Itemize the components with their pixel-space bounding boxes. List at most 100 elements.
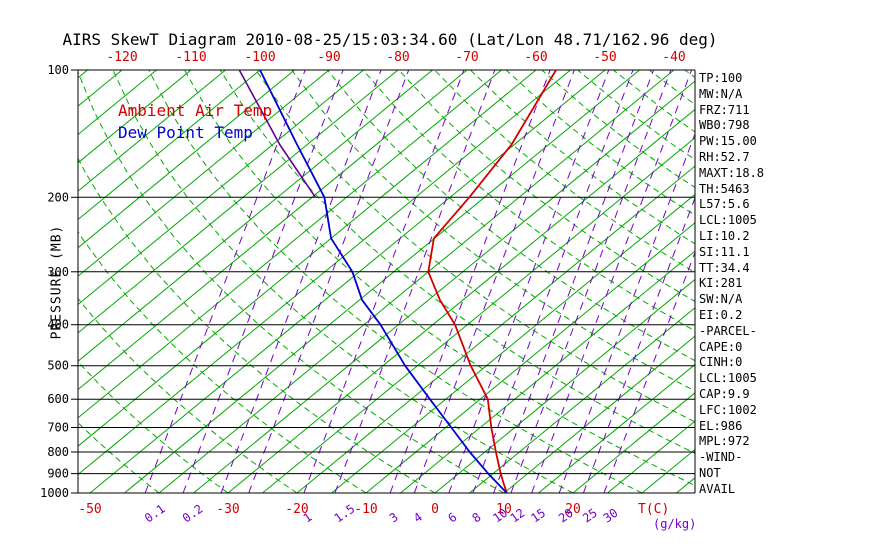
isotherm-line (78, 70, 330, 277)
mixing-ratio-line (389, 70, 551, 493)
mixing-ratio-line (413, 70, 575, 493)
isotherm-line (89, 70, 606, 493)
mixing-ratio-label: 4 (411, 510, 425, 526)
dewpoint-curve (259, 70, 508, 493)
pressure-tick-label: 200 (47, 190, 69, 204)
mixing-ratio-line (493, 70, 655, 493)
top-temp-label: -60 (524, 50, 547, 65)
dry-adiabat-line (434, 70, 695, 274)
pressure-tick-label: 900 (47, 467, 69, 481)
isotherm-line (78, 70, 88, 79)
mixing-ratio-label: 12 (508, 506, 528, 526)
mixing-ratio-line (558, 132, 695, 493)
stat-line: FRZ:711 (699, 102, 750, 117)
mixing-ratio-line (303, 70, 465, 493)
dry-adiabat-line (470, 70, 695, 245)
isotherm-line (78, 70, 295, 249)
mixing-ratio-label: 0.2 (180, 502, 206, 526)
mixing-ratio-unit-label: (g/kg) (653, 517, 696, 531)
isotherm-line (78, 70, 468, 391)
top-temp-label: -70 (455, 50, 478, 65)
stat-line: L57:5.6 (699, 197, 750, 212)
stat-line: TH:5463 (699, 181, 750, 196)
pressure-tick-label: 700 (47, 421, 69, 435)
isotherm-line (158, 70, 675, 493)
pressure-tick-label: 300 (47, 265, 69, 279)
stat-line: SI:11.1 (699, 244, 750, 259)
isotherm-line (124, 70, 640, 493)
sounding-curves (238, 70, 557, 493)
stat-line: CAP:9.9 (699, 386, 750, 401)
bottom-temp-label: 20 (565, 502, 581, 517)
chart-title: AIRS SkewT Diagram 2010-08-25/15:03:34.6… (62, 30, 718, 49)
dry-adiabat-line (541, 70, 695, 188)
stats-panel: TP:100 MW:N/A FRZ:711 WB0:798 PW:15.00 RH:52.… (699, 71, 869, 498)
ambient-curve (427, 70, 557, 493)
mixing-ratio-line (448, 70, 610, 493)
top-temp-label: -110 (175, 50, 206, 65)
mixing-ratio-line (603, 251, 695, 493)
stat-line: SW:N/A (699, 292, 743, 307)
stat-line: EI:0.2 (699, 307, 743, 322)
pressure-tick-label: 400 (47, 318, 69, 332)
isotherm-line (607, 420, 695, 493)
mixing-ratio-label: 20 (556, 506, 576, 526)
stat-line: TT:34.4 (699, 260, 750, 275)
mixing-ratio-label: 8 (470, 510, 484, 526)
stat-line: CAPE:0 (699, 339, 743, 354)
isotherm-line (0, 70, 19, 493)
mixing-ratio-line (582, 196, 695, 493)
stat-line: PW:15.00 (699, 134, 757, 149)
top-temp-label: -120 (106, 50, 137, 65)
stat-line: -WIND- (699, 450, 743, 465)
stat-line: LFC:1002 (699, 402, 757, 417)
isotherm-line (400, 250, 695, 493)
isotherm-line (78, 70, 261, 221)
isotherm-line (78, 70, 537, 447)
bottom-temp-label: -30 (216, 502, 239, 517)
bottom-temp-label: -10 (354, 502, 377, 517)
isotherm-line (434, 278, 695, 493)
dry-adiabat-line (362, 70, 695, 332)
dry-adiabat-line (219, 70, 695, 454)
top-temp-label: -40 (662, 50, 685, 65)
pressure-axis-label: PRESSURE (MB) (49, 224, 65, 340)
mixing-ratio-line (220, 70, 382, 493)
isotherm-line (296, 165, 695, 493)
isotherm-line (193, 80, 695, 493)
mixing-ratio-label: 10 (490, 506, 510, 526)
mixing-ratio-line (531, 70, 693, 493)
stat-line: MAXT:18.8 (699, 165, 765, 180)
stat-line: LCL:1005 (699, 213, 757, 228)
top-temp-label: -100 (244, 50, 275, 65)
stat-line: LCL:1005 (699, 371, 757, 386)
isotherm-line (227, 108, 695, 493)
pressure-tick-label: 1000 (40, 486, 69, 500)
stat-line: LI:10.2 (699, 228, 750, 243)
isotherm-line (78, 70, 192, 164)
top-temp-label: -50 (593, 50, 616, 65)
mixing-ratio-label: 1 (301, 510, 315, 526)
temp-unit-label: T(C) (638, 502, 669, 517)
mixing-ratio-line (248, 70, 410, 493)
stat-line: WB0:798 (699, 118, 750, 133)
pressure-tick-label: 100 (47, 63, 69, 77)
isotherm-line (331, 193, 695, 493)
mixing-ratio-label: 3 (387, 510, 401, 526)
isotherm-line (503, 335, 695, 493)
isotherm-line (538, 363, 695, 493)
isotherm-line (262, 137, 695, 493)
isotherm-line (365, 222, 695, 493)
pressure-tick-label: 500 (47, 359, 69, 373)
mixing-ratio-label: 15 (528, 506, 548, 526)
stat-line: MPL:972 (699, 434, 750, 449)
mixing-ratio-label: 0.1 (142, 502, 168, 526)
stat-line: EL:986 (699, 418, 743, 433)
mixing-ratio-label: 30 (601, 506, 621, 526)
legend-dew-point-temp: Dew Point Temp (118, 123, 253, 142)
isotherm-line (78, 70, 433, 362)
bottom-temp-label: -50 (78, 502, 101, 517)
pressure-tick-label: 600 (47, 392, 69, 406)
